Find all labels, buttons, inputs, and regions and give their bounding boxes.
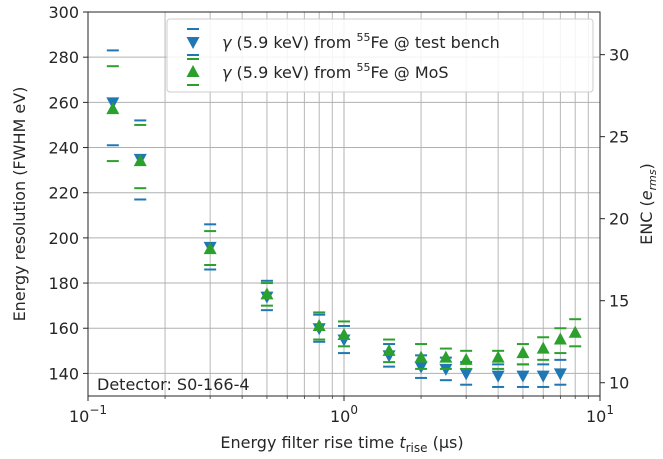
x-tick-label: 100 bbox=[330, 403, 358, 426]
data-point bbox=[536, 370, 550, 383]
series-layer bbox=[106, 49, 582, 388]
y-tick-label: 200 bbox=[48, 229, 79, 248]
data-point bbox=[133, 154, 147, 167]
data-point bbox=[553, 368, 567, 381]
x-axis-title-unit: (µs) bbox=[428, 433, 464, 452]
x-tick-label: 101 bbox=[586, 403, 614, 426]
detector-annotation: Detector: S0-166-4 bbox=[97, 375, 250, 394]
data-point bbox=[439, 350, 453, 363]
y2-axis-title-main: ENC ( bbox=[637, 200, 656, 245]
y2-tick-label: 25 bbox=[609, 128, 629, 147]
y-tick-label: 280 bbox=[48, 48, 79, 67]
legend-label: γ (5.9 keV) from 55Fe @ test bench bbox=[222, 31, 500, 52]
data-point bbox=[568, 325, 582, 338]
data-point bbox=[106, 102, 120, 115]
data-point bbox=[312, 318, 326, 331]
x-tick-label-exponent: 1 bbox=[606, 403, 614, 417]
y2-tick-label: 30 bbox=[609, 46, 629, 65]
legend: γ (5.9 keV) from 55Fe @ test bench γ (5.… bbox=[166, 18, 594, 93]
data-point bbox=[491, 370, 505, 383]
y2-tick-label: 10 bbox=[609, 374, 629, 393]
legend-label-post: Fe @ test bench bbox=[370, 33, 499, 52]
x-tick-label: 10−1 bbox=[69, 403, 107, 426]
y2-tick-label: 20 bbox=[609, 210, 629, 229]
series-mos bbox=[106, 65, 582, 370]
legend-marker bbox=[186, 65, 200, 77]
legend-label-superscript: 55 bbox=[356, 31, 370, 44]
y-tick-label: 140 bbox=[48, 364, 79, 383]
y-axis-title: Energy resolution (FWHM eV) bbox=[10, 87, 29, 322]
legend-box bbox=[166, 18, 594, 93]
data-point bbox=[459, 352, 473, 365]
y-tick-label: 240 bbox=[48, 139, 79, 158]
y-tick-label: 220 bbox=[48, 184, 79, 203]
x-axis-ticks: 10−1 100 101 bbox=[69, 396, 614, 426]
data-point bbox=[459, 368, 473, 381]
y2-tick-label: 15 bbox=[609, 292, 629, 311]
legend-label-post: Fe @ MoS bbox=[370, 63, 448, 82]
legend-label-gamma: γ bbox=[222, 63, 233, 82]
x-axis-title: Energy filter rise time trise (µs) bbox=[220, 433, 463, 455]
y2-axis-title-end: ) bbox=[637, 163, 656, 169]
x-axis-title-subscript: rise bbox=[406, 441, 428, 455]
data-point bbox=[536, 341, 550, 354]
legend-label: γ (5.9 keV) from 55Fe @ MoS bbox=[222, 61, 449, 82]
x-axis-title-main: Energy filter rise time bbox=[220, 433, 399, 452]
y2-axis-ticks: 10 15 20 25 30 bbox=[600, 46, 629, 393]
data-point bbox=[414, 361, 428, 374]
data-point bbox=[260, 287, 274, 300]
y2-axis-title: ENC (erms) bbox=[637, 163, 659, 245]
data-point bbox=[203, 242, 217, 255]
legend-marker bbox=[186, 37, 200, 49]
x-tick-label-exponent: 0 bbox=[350, 403, 358, 417]
data-point bbox=[414, 350, 428, 363]
x-tick-label-base: 10 bbox=[330, 407, 350, 426]
legend-label-gamma: γ bbox=[222, 33, 233, 52]
legend-entry-mos: γ (5.9 keV) from 55Fe @ MoS bbox=[186, 58, 449, 86]
legend-entry-test-bench: γ (5.9 keV) from 55Fe @ test bench bbox=[186, 28, 500, 56]
x-tick-label-base: 10 bbox=[586, 407, 606, 426]
y2-axis-title-symbol: e bbox=[637, 190, 656, 200]
legend-label-pre: (5.9 keV) from bbox=[231, 63, 356, 82]
legend-label-pre: (5.9 keV) from bbox=[231, 33, 356, 52]
y-tick-label: 260 bbox=[48, 93, 79, 112]
y-tick-label: 300 bbox=[48, 3, 79, 22]
data-point bbox=[553, 332, 567, 345]
data-point bbox=[491, 350, 505, 363]
y2-axis-title-subscript: rms bbox=[646, 169, 659, 190]
data-point bbox=[382, 343, 396, 356]
y-tick-label: 180 bbox=[48, 274, 79, 293]
legend-label-superscript: 55 bbox=[356, 61, 370, 74]
x-tick-label-exponent: −1 bbox=[89, 403, 107, 417]
x-axis-title-symbol: t bbox=[399, 433, 406, 452]
data-point bbox=[516, 346, 530, 359]
y-tick-label: 160 bbox=[48, 319, 79, 338]
data-point bbox=[337, 328, 351, 341]
y-axis-ticks: 140 160 180 200 220 240 260 280 300 bbox=[48, 3, 88, 383]
data-point bbox=[516, 370, 530, 383]
x-tick-label-base: 10 bbox=[69, 407, 89, 426]
